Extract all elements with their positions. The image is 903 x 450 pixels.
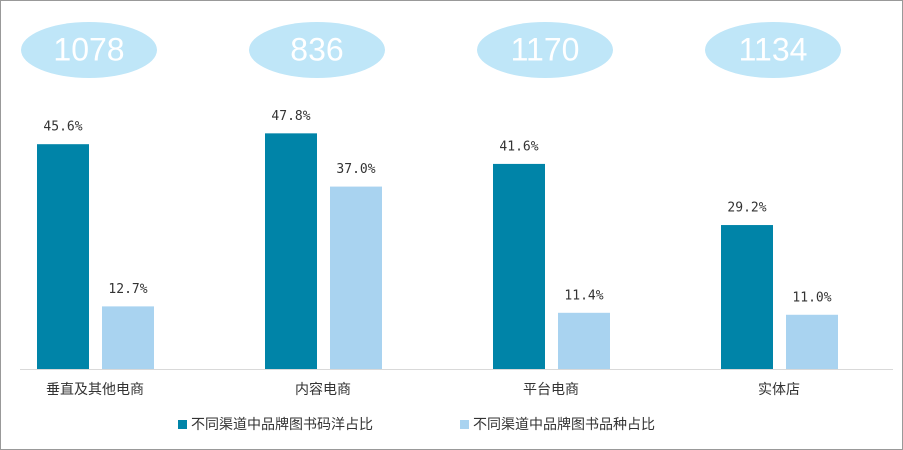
bar xyxy=(265,133,317,369)
total-label: 1134 xyxy=(739,31,808,67)
legend-label: 不同渠道中品牌图书码洋占比 xyxy=(191,416,373,433)
legend-label: 不同渠道中品牌图书品种占比 xyxy=(473,416,655,433)
total-label: 1170 xyxy=(511,31,580,67)
bar xyxy=(786,314,838,369)
value-label: 29.2% xyxy=(727,201,766,216)
total-bubble xyxy=(21,22,157,78)
bar xyxy=(721,225,773,369)
total-label: 1078 xyxy=(53,31,124,67)
x-tick-label: 实体店 xyxy=(758,382,800,398)
bar xyxy=(37,144,89,369)
value-label: 12.7% xyxy=(108,282,147,297)
x-tick-label: 垂直及其他电商 xyxy=(46,381,144,398)
value-label: 11.4% xyxy=(564,288,603,303)
legend-swatch xyxy=(460,420,469,429)
total-bubble xyxy=(249,22,385,78)
total-label: 836 xyxy=(290,31,343,67)
value-label: 37.0% xyxy=(336,162,375,177)
total-bubble xyxy=(705,22,841,78)
bar xyxy=(330,186,382,369)
value-label: 47.8% xyxy=(271,109,310,124)
value-label: 45.6% xyxy=(43,120,82,135)
bar xyxy=(102,306,154,369)
x-tick-label: 平台电商 xyxy=(523,382,579,398)
legend-swatch xyxy=(178,420,187,429)
x-tick-label: 内容电商 xyxy=(295,381,351,398)
value-label: 41.6% xyxy=(499,139,538,154)
total-bubble xyxy=(477,22,613,78)
value-label: 11.0% xyxy=(792,290,831,305)
bar xyxy=(558,312,610,369)
bar xyxy=(493,163,545,369)
